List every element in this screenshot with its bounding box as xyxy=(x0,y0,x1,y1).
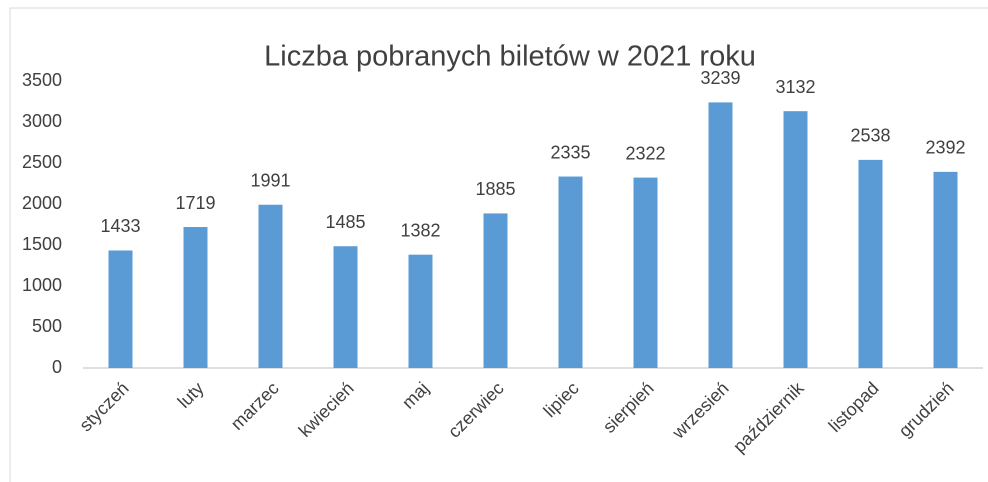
data-label: 1885 xyxy=(475,179,515,199)
data-label: 1433 xyxy=(100,216,140,236)
data-label: 2392 xyxy=(925,138,965,158)
data-label: 2538 xyxy=(850,126,890,146)
y-tick-label: 2000 xyxy=(22,193,62,213)
bar xyxy=(633,177,658,368)
bar xyxy=(933,171,958,368)
bar xyxy=(858,159,883,368)
bar xyxy=(708,102,733,368)
bar xyxy=(108,250,133,368)
data-label: 3239 xyxy=(700,68,740,88)
x-tick-label: czerwiec xyxy=(444,378,508,442)
data-label: 1382 xyxy=(400,220,440,240)
x-tick-label: październik xyxy=(729,377,808,456)
bar xyxy=(183,227,208,368)
y-tick-label: 500 xyxy=(32,316,62,336)
chart-title: Liczba pobranych biletów w 2021 roku xyxy=(264,41,756,73)
data-label: 1719 xyxy=(175,193,215,213)
data-label: 1485 xyxy=(325,212,365,232)
data-label: 2322 xyxy=(625,143,665,163)
x-tick-label: listopad xyxy=(825,378,883,436)
y-tick-label: 3500 xyxy=(22,70,62,90)
x-tick-label: grudzień xyxy=(895,378,958,441)
x-tick-label: wrzesień xyxy=(668,378,733,443)
bar xyxy=(408,254,433,368)
x-tick-label: maj xyxy=(398,378,433,413)
x-tick-label: styczeń xyxy=(75,378,132,435)
x-tick-label: sierpień xyxy=(599,378,658,437)
y-tick-label: 2500 xyxy=(22,152,62,172)
x-tick-label: marzec xyxy=(227,378,283,434)
bar xyxy=(258,204,283,368)
y-tick-label: 0 xyxy=(52,357,62,377)
y-tick-label: 1500 xyxy=(22,234,62,254)
data-label: 2335 xyxy=(550,142,590,162)
y-tick-label: 3000 xyxy=(22,111,62,131)
data-label: 1991 xyxy=(250,170,290,190)
bar xyxy=(558,176,583,368)
x-tick-label: kwiecień xyxy=(295,378,358,441)
data-label: 3132 xyxy=(775,77,815,97)
bar xyxy=(783,111,808,369)
y-tick-label: 1000 xyxy=(22,275,62,295)
chart-frame xyxy=(9,7,988,482)
bar xyxy=(333,246,358,368)
x-tick-label: luty xyxy=(174,378,208,412)
x-tick-label: lipiec xyxy=(540,378,583,421)
bar xyxy=(483,213,508,368)
